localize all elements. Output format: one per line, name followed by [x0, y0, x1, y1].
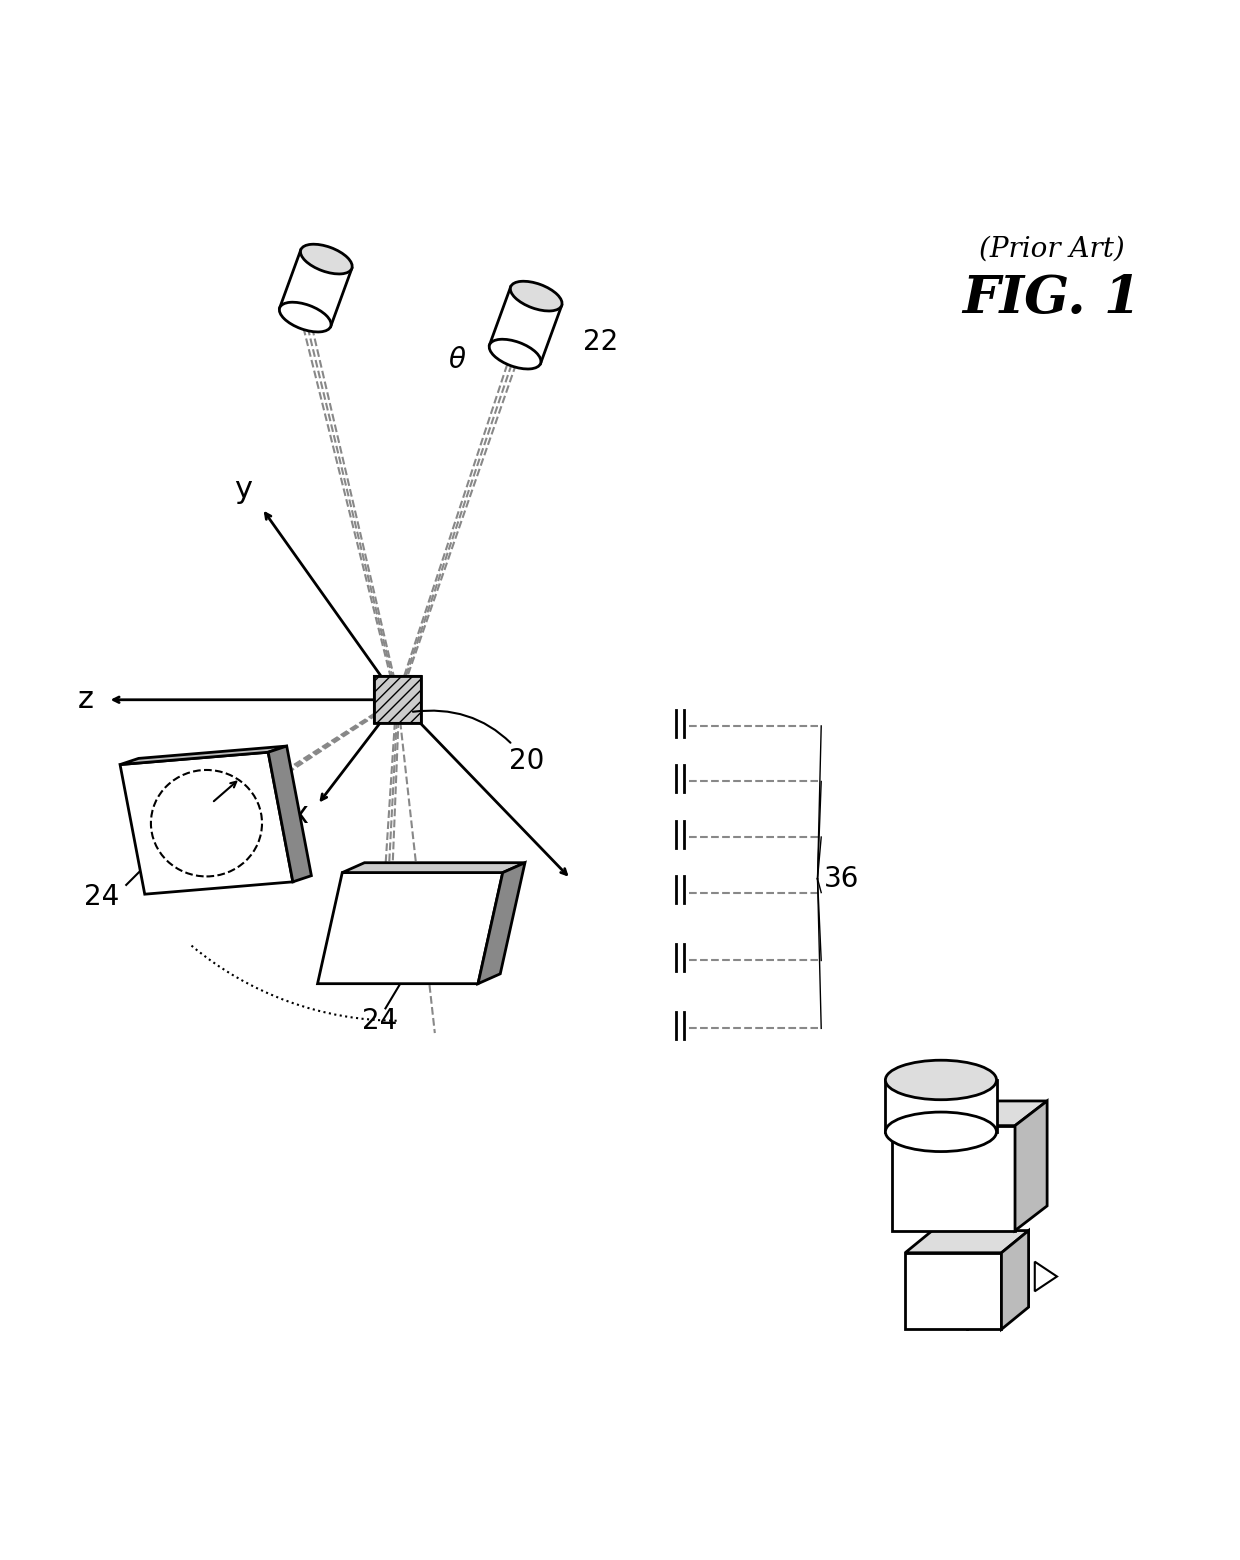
- Polygon shape: [374, 677, 422, 724]
- Polygon shape: [317, 872, 502, 984]
- Polygon shape: [120, 746, 286, 764]
- Text: 24: 24: [84, 883, 119, 911]
- Text: 36: 36: [823, 864, 859, 892]
- Text: 30: 30: [944, 1167, 976, 1190]
- Text: 22: 22: [583, 328, 619, 356]
- Text: z: z: [78, 685, 93, 714]
- Polygon shape: [490, 287, 562, 363]
- Text: 20: 20: [413, 711, 544, 775]
- Polygon shape: [280, 250, 352, 326]
- Ellipse shape: [279, 303, 331, 332]
- Text: y: y: [234, 476, 253, 504]
- Polygon shape: [905, 1231, 1029, 1253]
- Polygon shape: [1016, 1101, 1047, 1231]
- Polygon shape: [268, 746, 311, 881]
- Polygon shape: [1034, 1262, 1056, 1292]
- Polygon shape: [885, 1080, 997, 1133]
- Text: 24: 24: [362, 1006, 397, 1034]
- Text: 32: 32: [928, 1094, 960, 1119]
- Polygon shape: [905, 1253, 1002, 1329]
- Polygon shape: [1002, 1231, 1029, 1329]
- Text: FIG. 1: FIG. 1: [962, 273, 1142, 324]
- Text: (Prior Art): (Prior Art): [980, 236, 1125, 262]
- Ellipse shape: [300, 245, 352, 275]
- Text: 34: 34: [944, 1279, 976, 1303]
- Ellipse shape: [885, 1061, 997, 1100]
- Polygon shape: [892, 1126, 1016, 1231]
- Polygon shape: [892, 1101, 1047, 1126]
- Polygon shape: [120, 752, 293, 894]
- Polygon shape: [342, 863, 525, 872]
- Text: $\theta$: $\theta$: [448, 346, 466, 374]
- Ellipse shape: [885, 1112, 997, 1151]
- Text: x: x: [290, 800, 308, 828]
- Ellipse shape: [511, 281, 562, 310]
- Polygon shape: [479, 863, 525, 984]
- Ellipse shape: [490, 339, 541, 370]
